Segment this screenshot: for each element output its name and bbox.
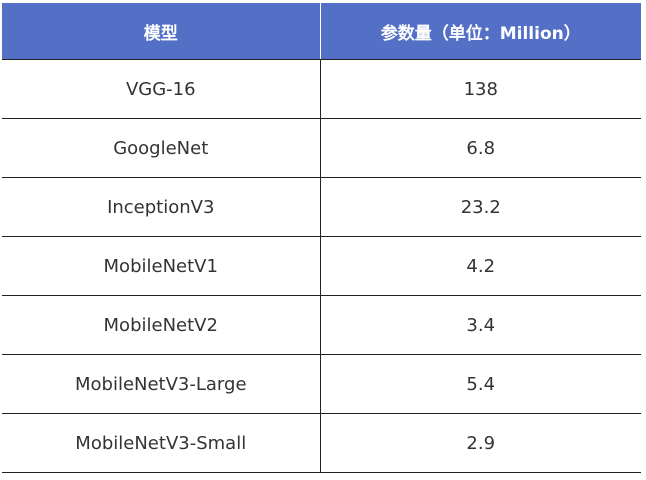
- cell-params: 2.9: [320, 413, 641, 473]
- table-row: MobileNetV3-Large 5.4: [2, 354, 641, 414]
- table-row: VGG-16 138: [2, 59, 641, 119]
- table-row: InceptionV3 23.2: [2, 177, 641, 237]
- header-row: 模型 参数量（单位：Million）: [2, 3, 641, 60]
- header-model: 模型: [2, 3, 321, 60]
- cell-params: 3.4: [320, 295, 641, 355]
- table-row: MobileNetV3-Small 2.9: [2, 413, 641, 473]
- cell-model: InceptionV3: [2, 177, 321, 237]
- model-params-table: 模型 参数量（单位：Million） VGG-16 138 GoogleNet …: [2, 3, 641, 473]
- table-row: MobileNetV1 4.2: [2, 236, 641, 296]
- cell-model: GoogleNet: [2, 118, 321, 178]
- cell-params: 4.2: [320, 236, 641, 296]
- cell-params: 5.4: [320, 354, 641, 414]
- table-row: GoogleNet 6.8: [2, 118, 641, 178]
- table-header: 模型 参数量（单位：Million）: [2, 3, 641, 60]
- cell-model: MobileNetV1: [2, 236, 321, 296]
- cell-model: VGG-16: [2, 59, 321, 119]
- cell-params: 6.8: [320, 118, 641, 178]
- header-params: 参数量（单位：Million）: [320, 3, 641, 60]
- cell-params: 23.2: [320, 177, 641, 237]
- cell-model: MobileNetV3-Small: [2, 413, 321, 473]
- table-row: MobileNetV2 3.4: [2, 295, 641, 355]
- cell-model: MobileNetV3-Large: [2, 354, 321, 414]
- cell-params: 138: [320, 59, 641, 119]
- model-params-table-container: 模型 参数量（单位：Million） VGG-16 138 GoogleNet …: [2, 3, 641, 473]
- table-body: VGG-16 138 GoogleNet 6.8 InceptionV3 23.…: [2, 59, 641, 473]
- cell-model: MobileNetV2: [2, 295, 321, 355]
